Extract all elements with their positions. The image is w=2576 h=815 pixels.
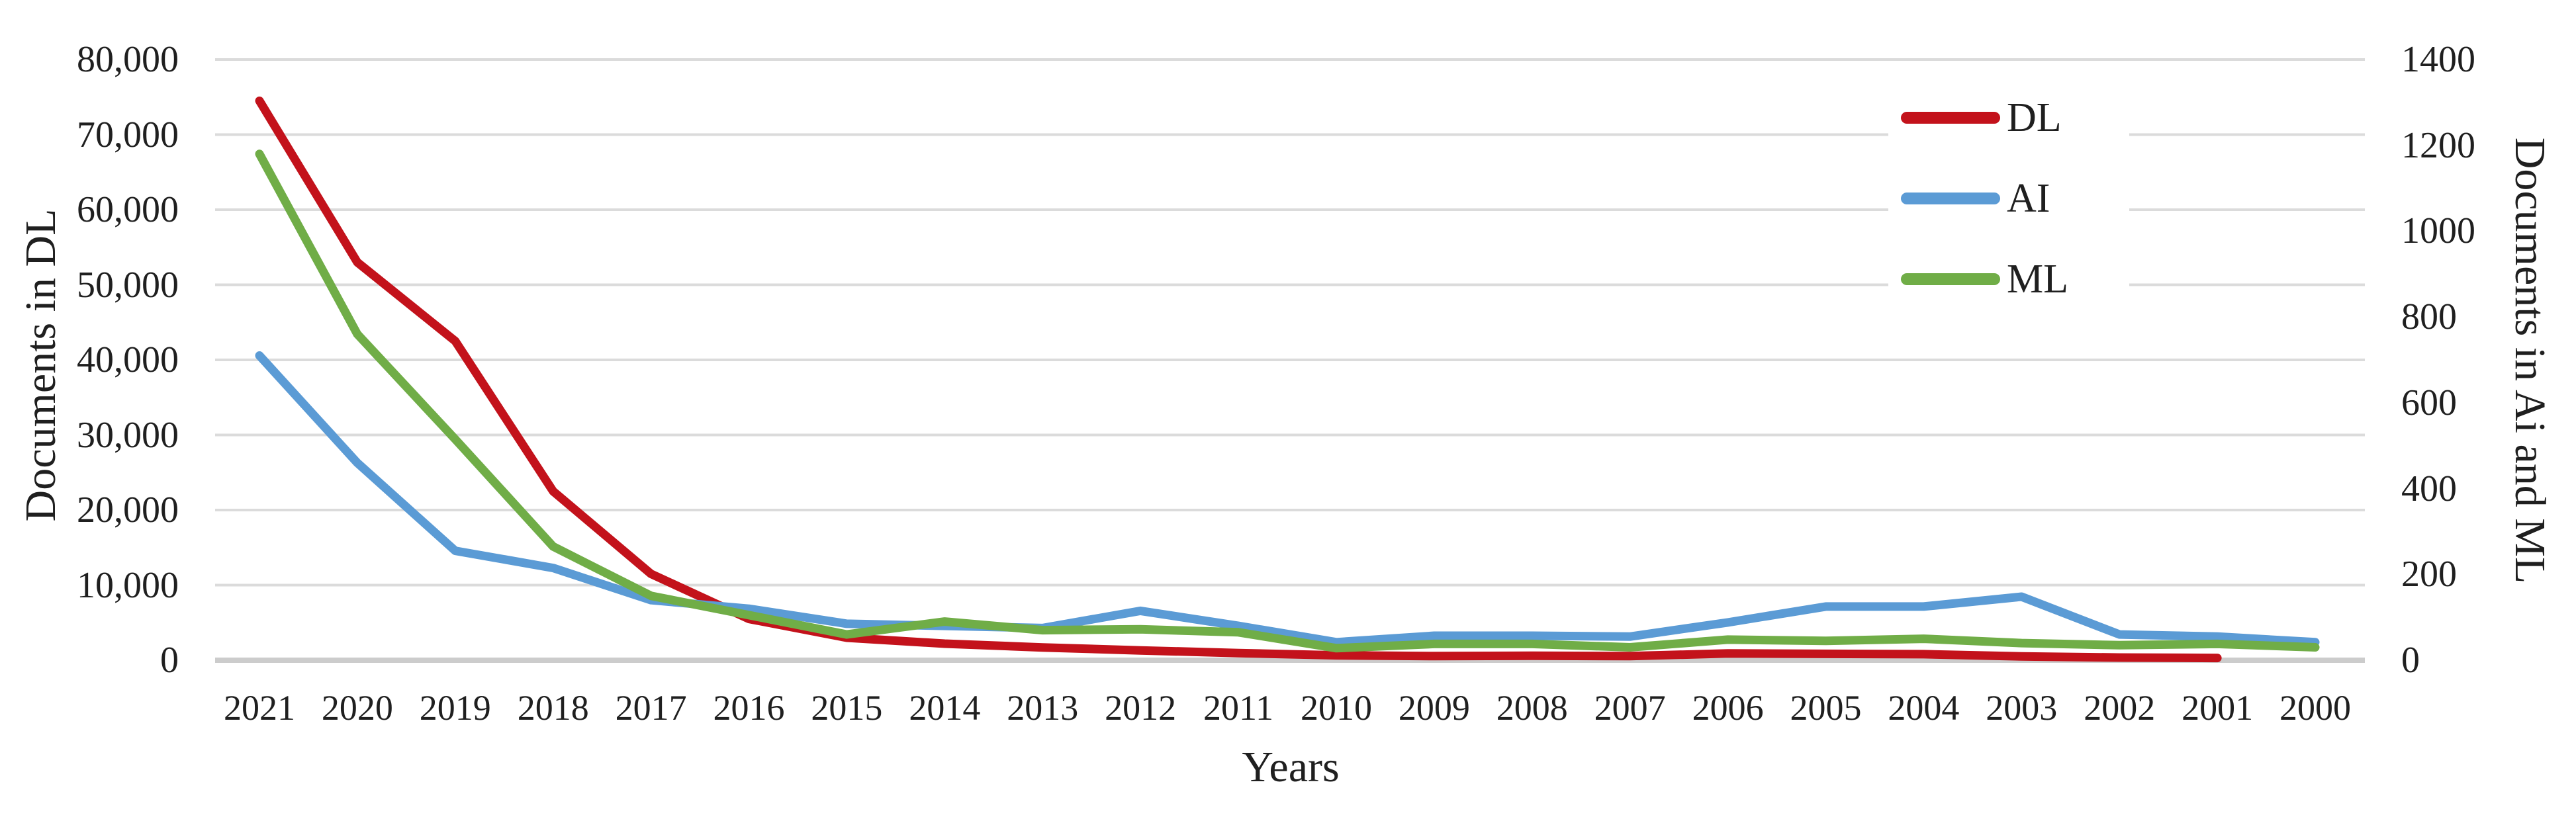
y-left-tick-label: 50,000	[77, 264, 179, 306]
y-right-tick-label: 800	[2401, 296, 2457, 338]
y-left-tick-label: 30,000	[77, 414, 179, 456]
x-tick-label: 2002	[2084, 688, 2156, 728]
y-left-tick-label: 10,000	[77, 564, 179, 606]
y-right-tick-label: 1400	[2401, 39, 2475, 80]
legend-label-ml: ML	[2007, 257, 2068, 302]
legend-swatch-ai	[1901, 193, 2000, 204]
x-tick-label: 2004	[1888, 688, 1960, 728]
y-right-tick-label: 1000	[2401, 210, 2475, 252]
x-tick-label: 2003	[1986, 688, 2058, 728]
legend-item-ai: AI	[1901, 178, 2050, 219]
y-left-tick-label: 80,000	[77, 39, 179, 80]
y-left-tick-label: 0	[160, 640, 179, 681]
legend: DL AI ML	[1888, 93, 2129, 331]
y-left-tick-label: 40,000	[77, 339, 179, 380]
x-tick-label: 2015	[811, 688, 883, 728]
legend-swatch-ml	[1901, 273, 2000, 285]
y-right-tick-label: 200	[2401, 554, 2457, 595]
x-tick-label: 2007	[1594, 688, 1666, 728]
y-left-tick-label: 60,000	[77, 189, 179, 230]
x-tick-label: 2009	[1398, 688, 1470, 728]
legend-swatch-dl	[1901, 112, 2000, 124]
series-line-ml	[255, 150, 2320, 653]
x-tick-label: 2011	[1203, 688, 1274, 728]
x-tick-label: 2019	[419, 688, 491, 728]
x-axis-title: Years	[1242, 743, 1340, 791]
y-axis-left-title: Documents in DL	[17, 208, 65, 522]
y-right-tick-label: 1200	[2401, 124, 2475, 166]
legend-item-ml: ML	[1901, 259, 2068, 300]
y-left-tick-label: 70,000	[77, 114, 179, 155]
x-tick-label: 2012	[1105, 688, 1177, 728]
y-right-tick-label: 600	[2401, 382, 2457, 423]
x-tick-label: 2018	[517, 688, 589, 728]
x-tick-label: 2005	[1790, 688, 1862, 728]
x-tick-label: 2010	[1300, 688, 1372, 728]
x-tick-label: 2021	[224, 688, 295, 728]
legend-label-dl: DL	[2007, 95, 2062, 140]
y-left-tick-label: 20,000	[77, 490, 179, 531]
x-tick-label: 2013	[1007, 688, 1079, 728]
series-line-dl	[255, 96, 2222, 663]
series-line-ai	[255, 351, 2320, 647]
x-tick-label: 2000	[2279, 688, 2351, 728]
y-axis-right-title: Documents in Ai and ML	[2506, 137, 2554, 584]
x-tick-label: 2008	[1496, 688, 1568, 728]
x-tick-label: 2001	[2182, 688, 2254, 728]
y-right-tick-label: 400	[2401, 468, 2457, 509]
legend-item-dl: DL	[1901, 97, 2062, 138]
y-right-tick-label: 0	[2401, 640, 2420, 681]
x-tick-label: 2006	[1692, 688, 1764, 728]
x-tick-label: 2016	[713, 688, 785, 728]
x-tick-label: 2017	[615, 688, 687, 728]
x-tick-label: 2014	[909, 688, 981, 728]
x-tick-label: 2020	[321, 688, 393, 728]
legend-label-ai: AI	[2007, 176, 2050, 221]
